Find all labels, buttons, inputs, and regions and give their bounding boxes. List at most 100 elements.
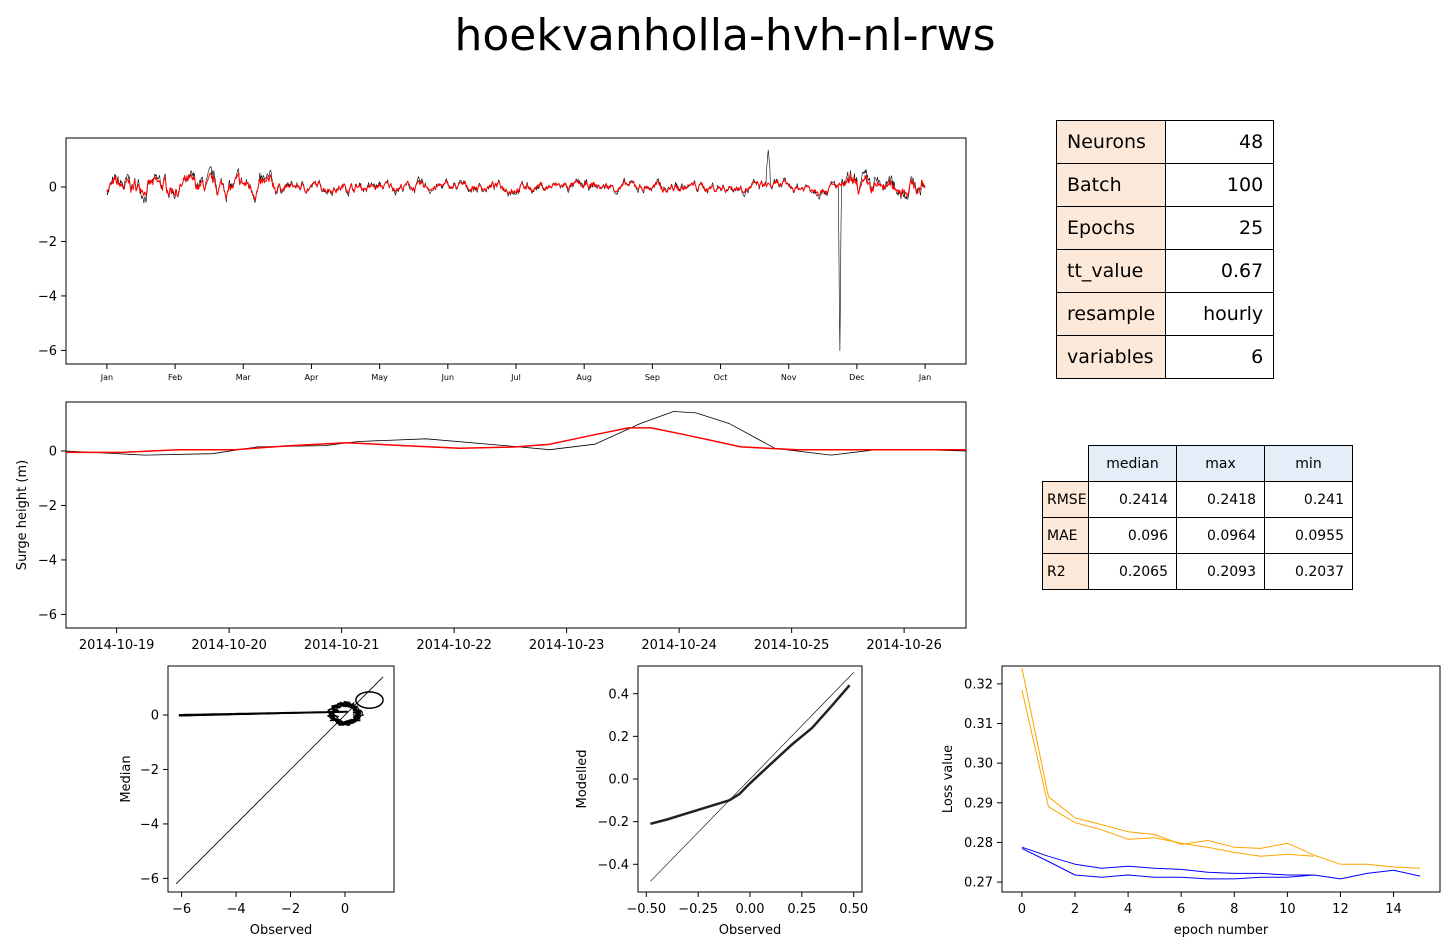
x-tick-label: 2014-10-25	[754, 638, 830, 653]
x-tick-label: 2014-10-24	[641, 638, 717, 653]
x-tick-label: 2014-10-23	[529, 638, 605, 653]
x-tick-label: 2014-10-21	[304, 638, 380, 653]
y-tick-label: 0.27	[964, 876, 993, 891]
x-tick-label: Apr	[305, 373, 320, 382]
x-tick-label: May	[371, 373, 388, 382]
x-tick-label: Aug	[576, 373, 592, 382]
param-value: 0.67	[1165, 249, 1275, 293]
table-row: Batch 100	[1055, 163, 1275, 207]
y-tick-label: −6	[140, 872, 159, 887]
table-cell: 0.241	[1264, 481, 1353, 518]
y-tick-label: 0.30	[964, 757, 993, 772]
plot-frame	[65, 137, 967, 365]
param-name: variables	[1055, 335, 1167, 379]
loss-series-line	[1021, 689, 1314, 857]
x-tick-label: Dec	[849, 373, 864, 382]
figure-title: hoekvanholla-hvh-nl-rws	[454, 10, 996, 61]
table-cell: 0.096	[1088, 517, 1177, 554]
table-cell: 0.2093	[1176, 553, 1265, 590]
plot-frame	[65, 401, 967, 629]
table-cell: 0.2065	[1088, 553, 1177, 590]
x-tick-label: 2	[1071, 902, 1079, 917]
loss-series-line	[1021, 846, 1314, 876]
y-tick-label: −0.4	[597, 858, 629, 873]
plot-frame	[1001, 665, 1441, 893]
table-row: resample hourly	[1055, 292, 1275, 336]
param-value: 25	[1165, 206, 1275, 250]
y-tick-label: 0.4	[608, 687, 629, 702]
parameters-table: Neurons 48 Batch 100 Epochs 25 tt_value 0.67…	[1055, 120, 1275, 379]
x-tick-label: −4	[226, 902, 245, 917]
zoom-timeseries-chart: 0 −2 −4 −6 2014-10-19 2014-10-20 2014-10-21 201…	[15, 401, 967, 653]
x-tick-label: Jan	[100, 373, 113, 382]
y-tick-label: −6	[38, 344, 57, 359]
param-name: resample	[1055, 292, 1167, 336]
y-axis-label: Surge height (m)	[15, 460, 30, 570]
observed-series-line	[106, 149, 926, 351]
y-tick-label: 0.29	[964, 796, 993, 811]
x-tick-label: 10	[1279, 902, 1296, 917]
x-tick-label: 0	[341, 902, 349, 917]
x-tick-label: Oct	[714, 373, 728, 382]
table-row: tt_value 0.67	[1055, 249, 1275, 293]
y-tick-label: −4	[140, 817, 159, 832]
x-tick-label: 8	[1230, 902, 1238, 917]
table-cell: 0.2037	[1264, 553, 1353, 590]
table-row: variables 6	[1055, 335, 1275, 379]
scatter-loop	[178, 710, 348, 717]
y-tick-label: −6	[38, 608, 57, 623]
row-header: R2	[1042, 553, 1089, 590]
param-value: 6	[1165, 335, 1275, 379]
x-tick-label: 4	[1124, 902, 1132, 917]
observed-vs-modelled-qq: −0.4 −0.2 0.0 0.2 0.4 −0.50 −0.25 0.00 0.25 0.50 O…	[575, 665, 868, 938]
table-cell: 0.2414	[1088, 481, 1177, 518]
x-tick-label: 6	[1177, 902, 1185, 917]
y-axis-label: Modelled	[575, 750, 590, 809]
x-axis-label: Observed	[250, 923, 313, 938]
x-tick-label: 2014-10-26	[866, 638, 942, 653]
x-tick-label: 0.00	[736, 902, 765, 917]
y-tick-label: −2	[140, 763, 159, 778]
y-axis-label: Median	[119, 755, 134, 802]
x-tick-label: 2014-10-22	[416, 638, 492, 653]
y-tick-label: 0.0	[608, 773, 629, 788]
x-tick-label: Jun	[441, 373, 455, 382]
y-tick-label: −2	[38, 235, 57, 250]
x-tick-label: −6	[172, 902, 191, 917]
param-value: 100	[1165, 163, 1275, 207]
x-tick-label: 2014-10-19	[79, 638, 155, 653]
table-row: Epochs 25	[1055, 206, 1275, 250]
column-header: max	[1176, 445, 1265, 482]
x-tick-label: 0	[1018, 902, 1026, 917]
loss-series-line	[1021, 667, 1421, 869]
y-tick-label: −0.2	[597, 815, 629, 830]
table-cell: 0.0955	[1264, 517, 1353, 554]
observed-series-line	[65, 411, 967, 456]
param-value: hourly	[1165, 292, 1275, 336]
y-axis-label: Loss value	[941, 745, 956, 813]
identity-line	[650, 672, 854, 882]
x-tick-label: 0.25	[787, 902, 816, 917]
quantile-line	[650, 684, 851, 826]
param-name: tt_value	[1055, 249, 1167, 293]
x-tick-label: 0.50	[839, 902, 868, 917]
x-tick-label: −0.50	[626, 902, 666, 917]
y-tick-label: −4	[38, 553, 57, 568]
table-row: R2 0.2065 0.2093 0.2037	[1042, 553, 1353, 590]
table-cell: 0.2418	[1176, 481, 1265, 518]
x-tick-label: 12	[1332, 902, 1349, 917]
annual-timeseries-chart: 0 −2 −4 −6 Jan Feb Mar Apr May Jun Jul Aug Sep Oct Nov…	[38, 137, 967, 382]
y-tick-label: −4	[38, 289, 57, 304]
x-tick-label: Sep	[645, 373, 660, 382]
row-header: MAE	[1042, 517, 1089, 554]
x-tick-label: −0.25	[678, 902, 718, 917]
param-value: 48	[1165, 120, 1275, 164]
param-name: Epochs	[1055, 206, 1167, 250]
y-tick-label: 0.32	[964, 677, 993, 692]
y-tick-label: −2	[38, 499, 57, 514]
modelled-series-line	[66, 427, 967, 454]
x-tick-label: 2014-10-20	[191, 638, 267, 653]
x-tick-label: Nov	[781, 373, 797, 382]
plot-frame	[167, 665, 395, 893]
param-name: Batch	[1055, 163, 1167, 207]
